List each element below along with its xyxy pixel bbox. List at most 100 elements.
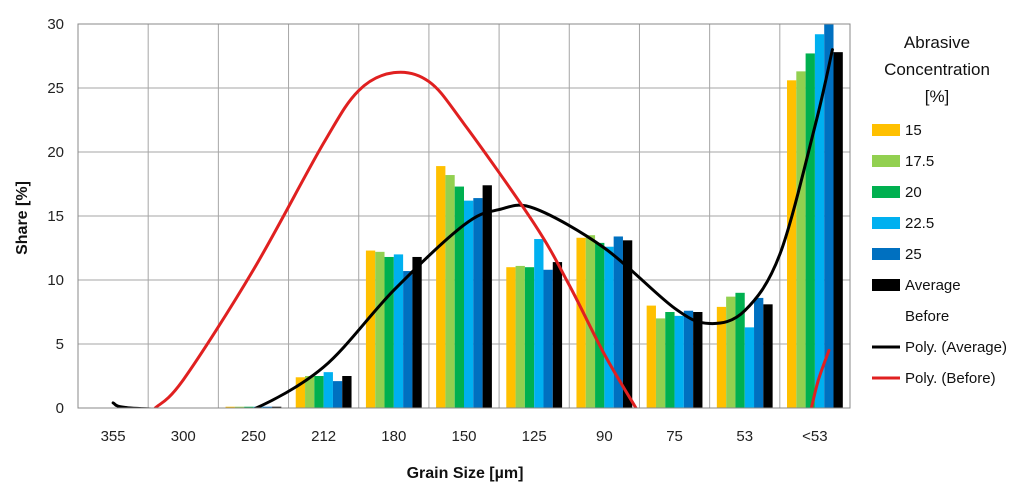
bar-22-5 xyxy=(464,200,474,408)
bar-20 xyxy=(524,267,535,408)
bar-25 xyxy=(403,271,413,408)
legend-title-line-2: Concentration xyxy=(884,60,990,79)
bar-17-5 xyxy=(375,251,385,408)
legend-swatch-20 xyxy=(872,186,900,198)
y-axis-ticks: 0 5 10 15 20 25 30 xyxy=(47,16,64,417)
bar-25 xyxy=(824,24,834,408)
bar-15 xyxy=(225,406,235,408)
bar-25 xyxy=(332,381,343,408)
y-axis-title: Share [%] xyxy=(14,181,31,255)
bar-average xyxy=(693,312,703,408)
bar-average xyxy=(552,262,563,408)
x-tick-label: 250 xyxy=(241,428,266,445)
trendline-poly-before-right xyxy=(809,348,831,408)
trendline-poly-average xyxy=(111,48,834,408)
bar-20 xyxy=(384,256,394,408)
x-tick-label: 180 xyxy=(381,428,406,445)
bar-25 xyxy=(683,310,694,408)
grid-lines xyxy=(77,23,851,409)
legend-label: 20 xyxy=(905,184,922,201)
bar-20 xyxy=(314,376,324,408)
bar-20 xyxy=(244,406,254,408)
x-axis-title: Grain Size [µm] xyxy=(407,465,524,482)
y-tick-label: 25 xyxy=(47,80,64,97)
x-tick-label: 125 xyxy=(522,428,547,445)
y-tick-label: 5 xyxy=(56,336,64,353)
bar-22-5 xyxy=(604,246,614,408)
bar-series xyxy=(225,24,843,409)
y-tick-label: 10 xyxy=(47,272,64,289)
y-tick-label: 0 xyxy=(56,400,64,417)
bar-20 xyxy=(665,312,675,408)
legend-label: Average xyxy=(905,277,961,294)
bar-20 xyxy=(735,292,745,408)
bar-17-5 xyxy=(726,296,736,408)
bar-17-5 xyxy=(445,175,455,408)
bar-17-5 xyxy=(796,71,806,409)
bar-20 xyxy=(805,53,815,408)
bar-17-5 xyxy=(305,376,315,408)
legend-label: Poly. (Average) xyxy=(905,339,1007,356)
legend-label-before: Before xyxy=(905,308,949,325)
bar-15 xyxy=(716,306,727,408)
bar-15 xyxy=(295,377,306,408)
legend-swatch-15 xyxy=(872,124,900,136)
legend-swatch-22-5 xyxy=(872,217,900,229)
bar-25 xyxy=(473,198,483,408)
bar-20 xyxy=(595,242,605,408)
bar-15 xyxy=(787,80,797,408)
bar-average xyxy=(833,52,843,408)
legend-title-line-1: Abrasive xyxy=(904,33,970,52)
x-tick-label: 90 xyxy=(596,428,613,445)
x-tick-label: 355 xyxy=(101,428,126,445)
legend: Abrasive Concentration [%] 15 17.5 20 22.5 2… xyxy=(872,33,1007,387)
legend-label: 15 xyxy=(905,122,922,139)
x-axis-ticks: 355 300 250 212 180 150 125 90 75 53 <53 xyxy=(101,428,828,445)
bar-25 xyxy=(613,236,623,408)
bar-25 xyxy=(262,406,273,408)
bar-average xyxy=(622,240,633,408)
bar-25 xyxy=(543,269,553,408)
bar-22-5 xyxy=(674,315,684,408)
bar-average xyxy=(482,185,492,408)
bar-17-5 xyxy=(515,265,525,408)
x-tick-label: 53 xyxy=(736,428,753,445)
legend-swatch-25 xyxy=(872,248,900,260)
bar-average xyxy=(763,304,773,408)
legend-items: 15 17.5 20 22.5 25 Average Before Poly. (Averag… xyxy=(872,122,1007,387)
y-tick-label: 20 xyxy=(47,144,64,161)
x-tick-label: 300 xyxy=(171,428,196,445)
x-tick-label: <53 xyxy=(802,428,827,445)
bar-22-5 xyxy=(323,372,333,408)
trendlines xyxy=(111,48,834,408)
bar-15 xyxy=(365,250,376,408)
y-tick-label: 15 xyxy=(47,208,64,225)
bar-25 xyxy=(754,297,764,408)
x-tick-label: 212 xyxy=(311,428,336,445)
x-tick-label: 150 xyxy=(451,428,476,445)
bar-20 xyxy=(454,186,464,408)
bar-17-5 xyxy=(585,235,596,408)
bar-average xyxy=(342,376,352,408)
bar-22-5 xyxy=(814,34,825,409)
legend-label: Poly. (Before) xyxy=(905,370,996,387)
legend-title-line-3: [%] xyxy=(925,87,950,106)
legend-label: 25 xyxy=(905,246,922,263)
bar-17-5 xyxy=(234,406,245,408)
bar-15 xyxy=(436,166,446,408)
bar-average xyxy=(412,256,422,408)
plot-area-frame xyxy=(77,23,851,409)
bar-15 xyxy=(506,267,516,408)
bar-15 xyxy=(646,305,656,408)
bar-22-5 xyxy=(744,327,755,408)
legend-swatch-17-5 xyxy=(872,155,900,167)
legend-swatch-average xyxy=(872,279,900,291)
bar-22-5 xyxy=(393,254,404,408)
bar-average xyxy=(272,406,282,408)
bar-15 xyxy=(576,237,586,408)
y-tick-label: 30 xyxy=(47,16,64,33)
bar-17-5 xyxy=(655,318,666,408)
bar-22-5 xyxy=(534,239,544,408)
legend-label: 22.5 xyxy=(905,215,934,232)
